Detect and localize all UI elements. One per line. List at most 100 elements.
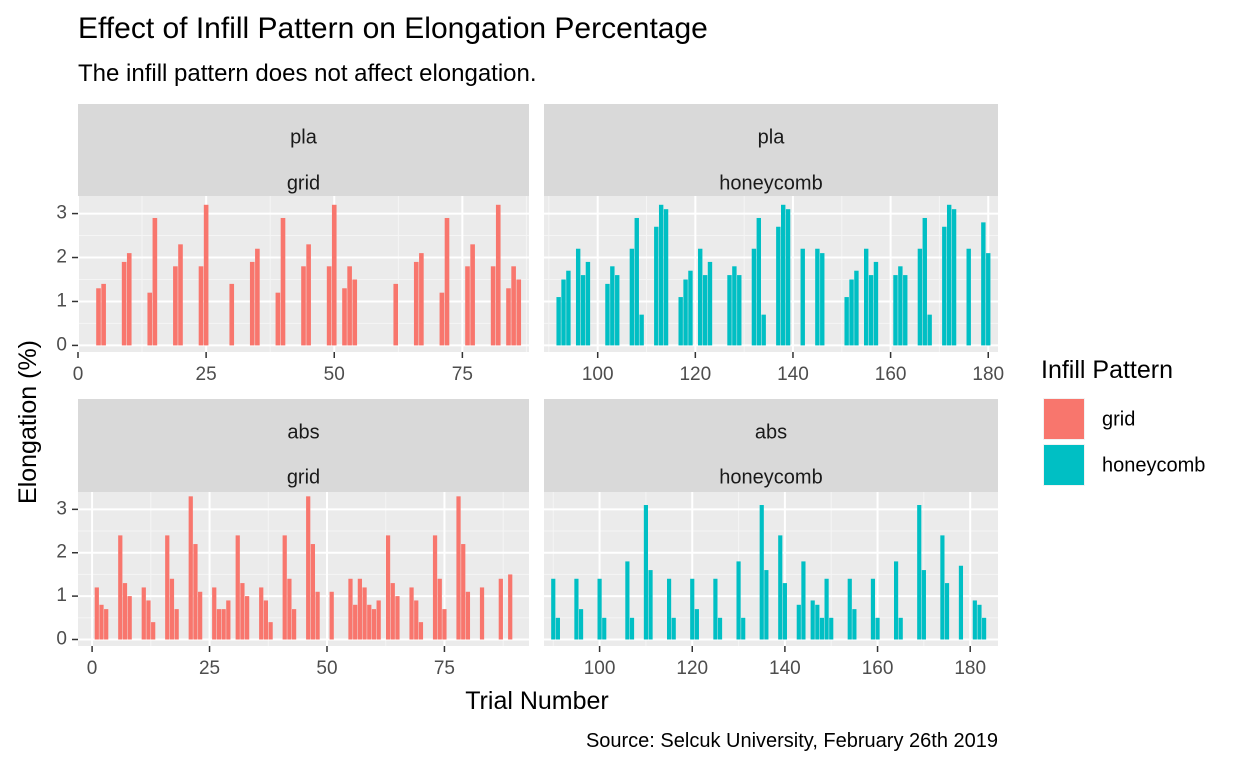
bar [146,600,151,640]
bar [508,574,513,640]
bar [727,275,732,346]
bar [432,535,438,640]
facet-panel-abs-grid: abs grid 0 25 50 75 0 1 2 3 [56,399,529,679]
y-tick-label: 2 [56,542,67,563]
legend: Infill Pattern grid honeycomb [1041,356,1205,486]
bar [122,583,128,640]
bar [602,617,607,640]
bar [495,204,501,346]
facet-panel-abs-honeycomb: abs honeycomb 100 120 140 160 180 [544,399,998,679]
bar [610,266,615,346]
bar [893,561,899,640]
bar [917,248,923,346]
strip-label-row: abs [287,421,319,443]
bar [982,617,987,640]
bar [121,261,127,346]
x-tick-label: 140 [777,364,809,385]
panel-background [78,492,529,646]
y-tick-label: 3 [56,203,67,224]
legend-label: grid [1102,408,1135,430]
bar [854,270,859,346]
bar [702,275,708,346]
bar [173,266,178,346]
bar [751,248,757,346]
bar [282,535,287,640]
bar [249,261,255,346]
bar [981,222,986,346]
bar [785,209,791,346]
bar [942,226,947,346]
bar [456,496,461,640]
bar [580,275,586,346]
legend-title: Infill Pattern [1041,356,1173,384]
bar [226,600,231,640]
bar [782,583,787,640]
bar [151,622,156,640]
bar [776,226,781,346]
x-tick-label: 50 [324,364,345,385]
bar [347,266,352,346]
y-tick-label: 1 [56,290,67,311]
bar [245,596,250,640]
bar [761,314,766,346]
bar [922,217,927,346]
bar [96,288,101,346]
bar [198,266,204,346]
chart-subtitle: The infill pattern does not affect elong… [78,60,537,87]
bar [342,288,347,346]
x-tick-label: 180 [954,658,986,679]
bar [409,587,414,640]
x-tick-label: 160 [875,364,907,385]
facet-panel-pla-grid: pla grid 0 25 50 75 0 1 2 3 [56,104,529,385]
bar [688,270,693,346]
bar [413,261,419,346]
bar [326,266,332,346]
bar [921,570,926,640]
bar [625,561,630,640]
y-tick-label: 1 [56,585,67,606]
bar [917,505,922,640]
bar [639,314,644,346]
bar [666,578,672,640]
bar [585,261,591,346]
bar [736,561,741,640]
bar [574,578,579,640]
bar [849,279,854,346]
bar [648,570,653,640]
bar [698,248,703,346]
bar [764,570,769,640]
bar [781,204,786,346]
bar [870,578,876,640]
bar [756,217,761,346]
bar [556,297,561,346]
bar [439,292,445,346]
bar [174,609,179,640]
x-tick-label: 100 [582,364,614,385]
x-tick-label: 160 [862,658,894,679]
bar [498,578,503,640]
bar [819,617,825,640]
bar [951,209,957,346]
bar [255,248,260,346]
bar [465,266,470,346]
bar [240,583,245,640]
bar [654,226,659,346]
bar [101,283,106,346]
bar [986,253,991,346]
bar [444,217,450,346]
bar [390,583,395,640]
bar [118,535,123,640]
bar [844,297,849,346]
bar [437,578,442,640]
bar [561,279,566,346]
bar [615,275,620,346]
bar [759,505,764,640]
y-tick-label: 0 [56,334,67,355]
bar [212,587,217,640]
legend-label: honeycomb [1102,454,1205,476]
bar [707,261,713,346]
facet-strip [544,104,998,196]
bar [732,266,737,346]
facet-strip [78,399,529,492]
facet-strip [544,399,998,492]
